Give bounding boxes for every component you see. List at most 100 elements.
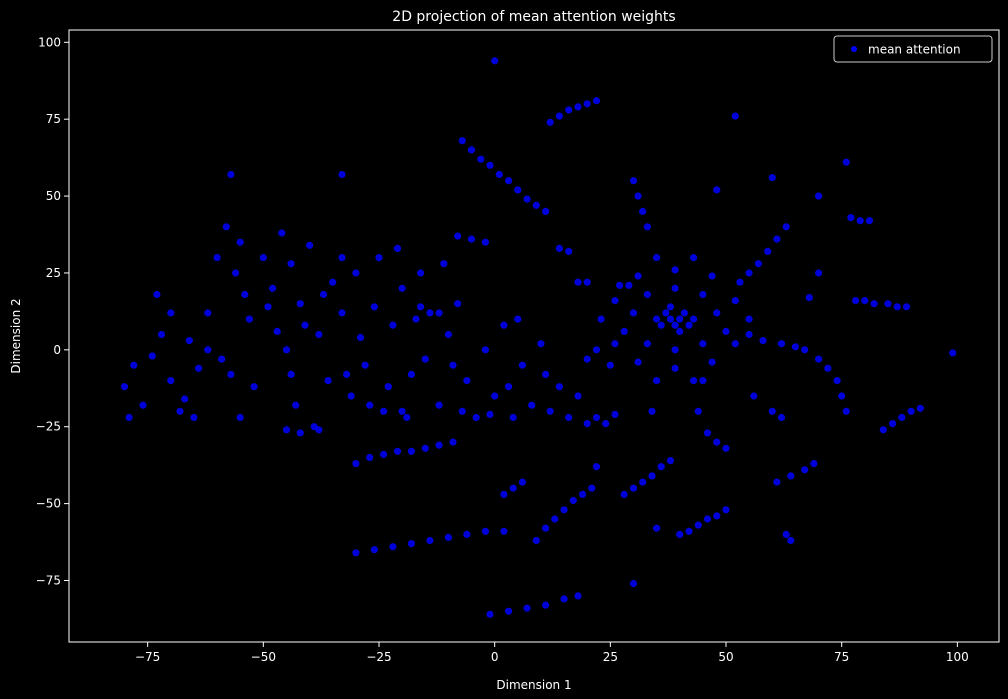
data-point [574, 592, 582, 600]
data-point [713, 512, 721, 520]
data-point [643, 340, 652, 348]
data-point [486, 410, 494, 418]
plot-frame [68, 29, 1000, 643]
data-point [680, 309, 689, 317]
data-point [315, 330, 323, 339]
data-point [634, 272, 642, 280]
data-point [347, 392, 355, 400]
data-point [444, 330, 452, 339]
data-point [861, 297, 869, 305]
data-point [444, 533, 452, 542]
data-point [505, 607, 513, 615]
data-point [764, 247, 772, 255]
data-point [671, 364, 679, 372]
data-points [120, 57, 957, 618]
data-point [546, 118, 554, 126]
data-point [560, 595, 568, 603]
data-point [708, 358, 716, 366]
data-point [222, 223, 230, 231]
data-point [176, 407, 184, 415]
data-point [491, 57, 499, 65]
data-point [398, 284, 406, 292]
data-point [629, 484, 638, 492]
data-point [870, 300, 878, 308]
data-point [370, 303, 378, 311]
data-point [777, 340, 786, 348]
y-tick-label: 75 [46, 112, 61, 126]
data-point [898, 413, 906, 422]
data-point [773, 478, 781, 486]
data-point [653, 524, 661, 532]
data-point [838, 392, 846, 400]
x-axis-label: Dimension 1 [496, 678, 571, 692]
x-axis-ticks: −75 −50 −25 0 25 50 75 100 [135, 642, 969, 664]
y-axis-ticks: −75 −50 −25 0 25 50 75 100 [36, 35, 69, 587]
data-point [685, 321, 693, 329]
x-tick-label: 0 [491, 650, 499, 664]
data-point [708, 272, 716, 280]
data-point [616, 281, 624, 289]
y-axis-label: Dimension 2 [9, 298, 23, 373]
data-point [852, 297, 860, 305]
data-point [343, 370, 351, 378]
data-point [583, 100, 591, 108]
data-point [583, 278, 591, 286]
y-tick-label: 0 [53, 343, 61, 357]
data-point [449, 361, 457, 369]
data-point [537, 340, 545, 348]
data-point [167, 309, 175, 317]
data-point [949, 349, 957, 357]
data-point [542, 601, 550, 609]
data-point [666, 457, 675, 465]
data-point [676, 327, 684, 335]
data-point [366, 401, 374, 409]
data-point [467, 235, 476, 243]
data-point [694, 407, 702, 415]
data-point [532, 536, 540, 545]
data-point [435, 309, 443, 317]
data-point [648, 472, 656, 480]
data-point [185, 337, 193, 345]
data-point [324, 377, 332, 385]
data-point [523, 195, 531, 203]
data-point [592, 463, 601, 471]
data-point [782, 530, 790, 539]
data-point [417, 303, 425, 311]
data-point [676, 530, 684, 539]
data-point [398, 407, 406, 415]
data-point [588, 484, 596, 492]
data-point [699, 340, 707, 348]
data-point [611, 340, 619, 348]
data-point [236, 238, 244, 246]
data-point [629, 580, 638, 588]
data-point [574, 278, 582, 286]
data-point [167, 377, 175, 385]
data-point [565, 106, 573, 114]
data-point [893, 303, 901, 311]
data-point [592, 97, 601, 105]
data-point [657, 463, 665, 471]
data-point [907, 407, 915, 415]
data-point [666, 315, 675, 323]
data-point [486, 610, 494, 618]
data-point [393, 447, 402, 455]
data-point [518, 478, 527, 486]
data-point [338, 254, 346, 262]
data-point [653, 377, 661, 385]
data-point [699, 377, 707, 385]
data-point [218, 355, 226, 363]
data-point [393, 244, 402, 252]
data-point [699, 290, 707, 299]
x-tick-label: 25 [603, 650, 618, 664]
data-point [815, 355, 823, 363]
data-point [713, 309, 721, 317]
data-point [865, 217, 874, 225]
data-point [592, 413, 601, 422]
data-point [879, 426, 887, 434]
data-point [273, 327, 281, 335]
data-point [745, 269, 753, 277]
data-point [421, 355, 429, 363]
data-point [287, 370, 295, 378]
data-point [657, 321, 665, 329]
